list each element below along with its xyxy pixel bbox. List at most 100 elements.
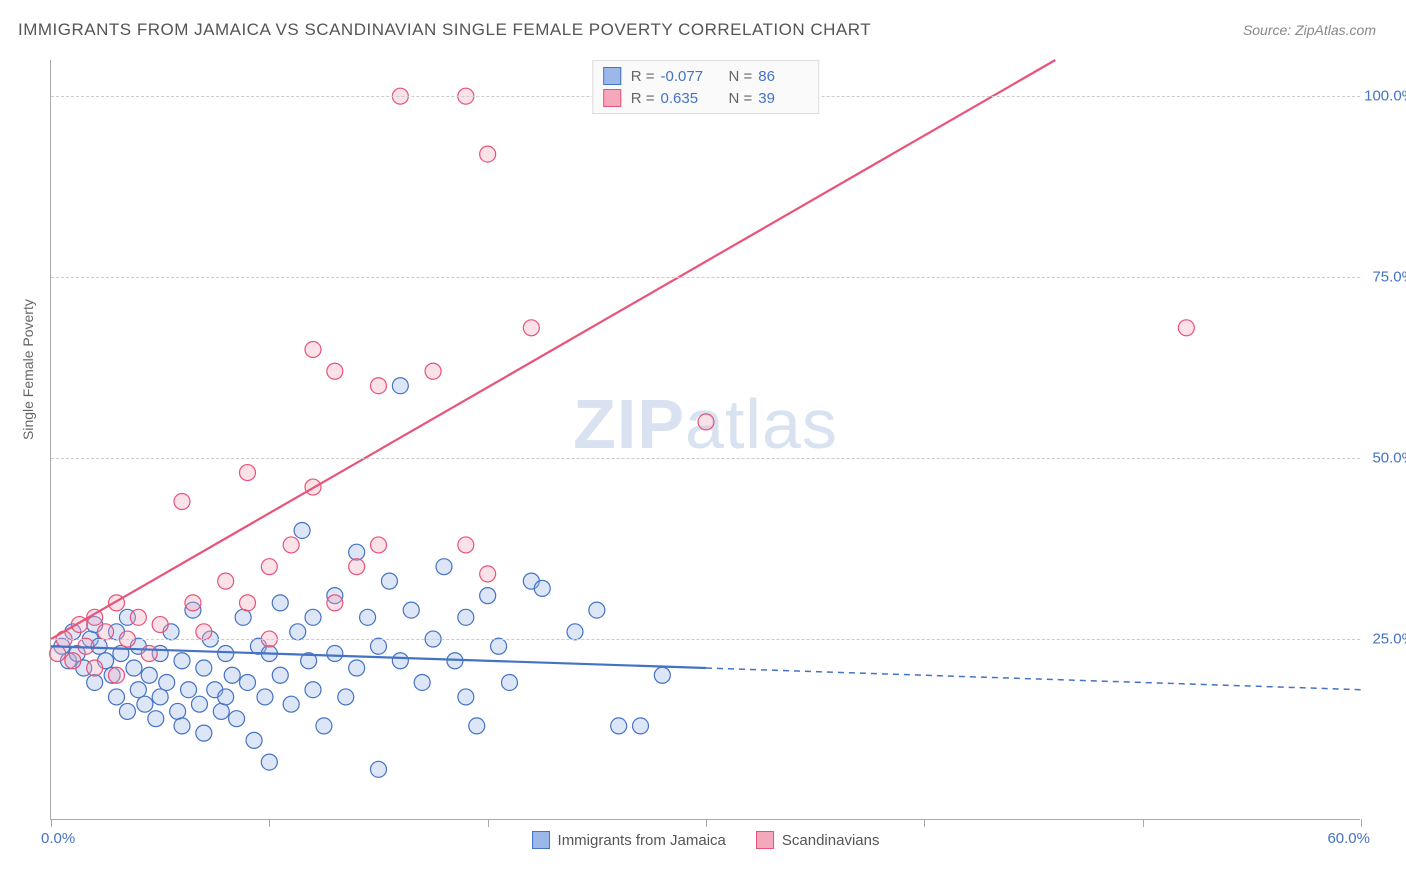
data-point (159, 674, 175, 690)
legend-label-1: Scandinavians (782, 832, 880, 849)
data-point (349, 559, 365, 575)
data-point (261, 754, 277, 770)
data-point (327, 595, 343, 611)
data-point (229, 711, 245, 727)
data-point (567, 624, 583, 640)
data-point (191, 696, 207, 712)
plot-svg (51, 60, 1360, 819)
x-tick (1143, 819, 1144, 827)
chart-title: IMMIGRANTS FROM JAMAICA VS SCANDINAVIAN … (18, 20, 871, 40)
data-point (502, 674, 518, 690)
data-point (196, 624, 212, 640)
data-point (272, 667, 288, 683)
data-point (338, 689, 354, 705)
data-point (196, 725, 212, 741)
data-point (414, 674, 430, 690)
data-point (633, 718, 649, 734)
swatch-jamaica (603, 67, 621, 85)
legend-row-0: R = -0.077 N = 86 (603, 65, 809, 87)
data-point (170, 703, 186, 719)
data-point (458, 609, 474, 625)
data-point (305, 682, 321, 698)
data-point (50, 646, 66, 662)
n-value-1: 39 (758, 90, 808, 107)
source-label: Source: ZipAtlas.com (1243, 22, 1376, 38)
x-tick (1361, 819, 1362, 827)
data-point (283, 537, 299, 553)
data-point (174, 718, 190, 734)
data-point (698, 414, 714, 430)
data-point (316, 718, 332, 734)
data-point (1178, 320, 1194, 336)
n-value-0: 86 (758, 68, 808, 85)
data-point (523, 320, 539, 336)
x-tick (706, 819, 707, 827)
data-point (213, 703, 229, 719)
data-point (141, 667, 157, 683)
n-label: N = (729, 68, 753, 85)
r-label: R = (631, 90, 655, 107)
x-tick (488, 819, 489, 827)
data-point (98, 624, 114, 640)
data-point (371, 638, 387, 654)
gridline (51, 458, 1360, 459)
data-point (174, 653, 190, 669)
data-point (290, 624, 306, 640)
gridline (51, 639, 1360, 640)
legend-item-0: Immigrants from Jamaica (532, 831, 726, 849)
data-point (119, 703, 135, 719)
legend-label-0: Immigrants from Jamaica (558, 832, 726, 849)
series-legend: Immigrants from Jamaica Scandinavians (532, 831, 880, 849)
data-point (436, 559, 452, 575)
data-point (327, 363, 343, 379)
gridline (51, 277, 1360, 278)
data-point (65, 653, 81, 669)
data-point (130, 609, 146, 625)
data-point (360, 609, 376, 625)
y-tick-label: 50.0% (1372, 450, 1406, 467)
y-axis-title: Single Female Poverty (20, 299, 36, 440)
swatch-scandinavians (603, 89, 621, 107)
data-point (218, 689, 234, 705)
y-tick-label: 75.0% (1372, 269, 1406, 286)
data-point (87, 660, 103, 676)
data-point (185, 595, 201, 611)
plot-area: ZIPatlas R = -0.077 N = 86 R = 0.635 N =… (50, 60, 1360, 820)
data-point (381, 573, 397, 589)
data-point (425, 363, 441, 379)
data-point (392, 653, 408, 669)
data-point (141, 646, 157, 662)
data-point (349, 660, 365, 676)
data-point (392, 378, 408, 394)
legend-item-1: Scandinavians (756, 831, 880, 849)
n-label: N = (729, 90, 753, 107)
data-point (480, 146, 496, 162)
x-axis-min-label: 0.0% (41, 830, 75, 847)
data-point (240, 465, 256, 481)
data-point (272, 595, 288, 611)
data-point (327, 646, 343, 662)
data-point (240, 595, 256, 611)
data-point (371, 761, 387, 777)
x-tick (269, 819, 270, 827)
r-label: R = (631, 68, 655, 85)
data-point (261, 559, 277, 575)
data-point (534, 580, 550, 596)
x-tick (51, 819, 52, 827)
correlation-legend: R = -0.077 N = 86 R = 0.635 N = 39 (592, 60, 820, 114)
data-point (491, 638, 507, 654)
data-point (196, 660, 212, 676)
data-point (283, 696, 299, 712)
data-point (235, 609, 251, 625)
data-point (458, 537, 474, 553)
data-point (109, 689, 125, 705)
data-point (349, 544, 365, 560)
y-tick-label: 100.0% (1364, 88, 1406, 105)
data-point (148, 711, 164, 727)
data-point (257, 689, 273, 705)
data-point (458, 689, 474, 705)
r-value-0: -0.077 (661, 68, 711, 85)
data-point (240, 674, 256, 690)
data-point (403, 602, 419, 618)
data-point (174, 494, 190, 510)
